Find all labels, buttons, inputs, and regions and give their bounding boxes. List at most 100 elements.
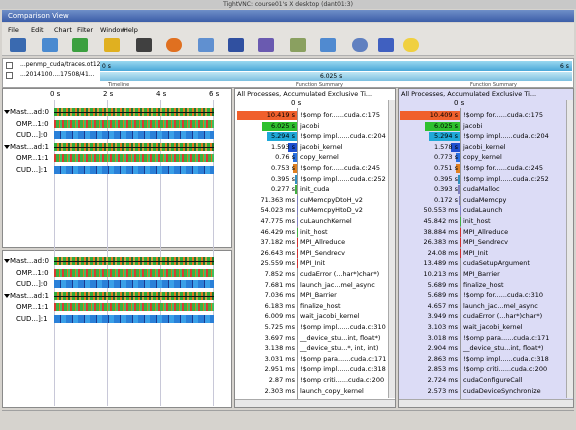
summary-value: 24.08 ms (427, 248, 458, 257)
summary-name[interactable]: wait_jacobi_kernel (463, 323, 523, 331)
scrollbar[interactable] (235, 399, 395, 407)
summary-name[interactable]: init_cuda (300, 185, 330, 194)
summary-name[interactable]: finalize_host (300, 301, 341, 310)
summary-name[interactable]: copy_kernel (463, 153, 502, 162)
tool-icon[interactable] (352, 38, 368, 52)
checkbox[interactable] (6, 62, 13, 69)
summary-name[interactable]: jacobi_kernel (463, 142, 506, 151)
summary-name[interactable]: cudaDeviceSynchronize (463, 386, 541, 395)
tool-icon[interactable] (228, 38, 244, 52)
tool-icon[interactable] (166, 38, 182, 52)
scrollbar[interactable] (399, 399, 573, 407)
tool-icon[interactable] (378, 38, 394, 52)
summary-name[interactable]: init_host (300, 227, 328, 236)
menu-item[interactable]: Filter (77, 26, 94, 34)
summary-name[interactable]: MPI_Barrier (300, 291, 337, 300)
timeline-bar (54, 154, 214, 162)
summary-name[interactable]: wait_jacobi_kernel (300, 312, 360, 321)
summary-name[interactable]: MPI_Barrier (463, 270, 500, 278)
tool-icon[interactable] (104, 38, 120, 52)
summary-name[interactable]: jacobi (300, 121, 320, 130)
summary-name[interactable]: MPI_Init (463, 248, 489, 257)
summary-name[interactable]: launch_jac...mel_async (300, 280, 375, 289)
tool-icon[interactable] (10, 38, 26, 52)
summary-name[interactable]: launch_copy_kernel (300, 386, 364, 395)
summary-name[interactable]: !$omp para......cuda.c:171 (300, 354, 387, 363)
summary-name[interactable]: MPI_Sendrecv (463, 238, 509, 247)
summary-name[interactable]: !$omp for......cuda.c:175 (300, 111, 381, 119)
summary-name[interactable]: cudaError (...har*)char*) (300, 270, 380, 278)
summary-name[interactable]: copy_kernel (300, 153, 339, 162)
summary-name[interactable]: !$omp for......cuda.c:245 (300, 164, 381, 172)
scrollbar[interactable] (566, 100, 573, 398)
summary-name[interactable]: !$omp para......cuda.c:171 (463, 333, 550, 342)
row-label: Mast...ad:0 (10, 257, 49, 265)
summary-name[interactable]: !$omp criti......cuda.c:200 (463, 365, 548, 374)
summary-name[interactable]: !$omp impl......cuda.c:252 (300, 174, 386, 183)
window-title: Comparison View (2, 10, 574, 22)
summary-name[interactable]: cudaLaunch (463, 206, 503, 215)
summary-name[interactable]: !$omp for......cuda.c:175 (463, 111, 544, 119)
summary-name[interactable]: __device_stu...*, int, int) (300, 344, 379, 353)
summary-name[interactable]: MPI_Sendrecv (300, 248, 346, 257)
summary-name[interactable]: cudaConfigureCall (463, 376, 523, 384)
summary-name[interactable]: jacobi_kernel (300, 142, 343, 151)
summary-name[interactable]: cudaMalloc (463, 185, 500, 194)
summary-value: 3.031 ms (264, 354, 295, 363)
summary-name[interactable]: cuMemcpyHtoD_v2 (300, 206, 363, 215)
summary-name[interactable]: !$omp impl......cuda.c:252 (463, 174, 549, 183)
summary-name[interactable]: jacobi (463, 121, 483, 130)
summary-name[interactable]: !$omp criti......cuda.c:200 (300, 376, 385, 384)
summary-name[interactable]: __device_stu...int, float*) (300, 333, 381, 342)
summary-name[interactable]: finalize_host (463, 280, 504, 289)
summary-name[interactable]: !$omp impl......cuda.c:204 (300, 132, 386, 141)
menu-item[interactable]: Chart (54, 26, 72, 34)
summary-name[interactable]: cuLaunchKernel (300, 217, 352, 225)
tool-icon[interactable] (42, 38, 58, 52)
tool-icon[interactable] (290, 38, 306, 52)
scrollbar[interactable] (388, 100, 395, 398)
summary-name[interactable]: init_host (463, 217, 491, 225)
summary-name[interactable]: cuMemcpyDtoH_v2 (300, 195, 363, 204)
menu-item[interactable]: File (8, 26, 19, 34)
summary-bar (425, 121, 460, 131)
summary-name[interactable]: MPI_Allreduce (463, 227, 509, 236)
summary-name[interactable]: cudaMemcpy (463, 195, 507, 204)
summary-name[interactable]: launch_jac...mel_async (463, 301, 538, 310)
summary-bar (262, 121, 297, 131)
overview-bar (100, 61, 572, 71)
row-label: Mast...ad:0 (10, 108, 49, 116)
summary-name[interactable]: !$omp impl......cuda.c:204 (463, 132, 549, 141)
expander[interactable] (4, 110, 10, 114)
summary-name[interactable]: !$omp impl......cuda.c:318 (300, 365, 386, 374)
summary-panel (234, 88, 396, 408)
menu-item[interactable]: Edit (31, 26, 44, 34)
overview-end: 6 s (560, 63, 569, 70)
tool-icon[interactable] (320, 38, 336, 52)
tool-icon[interactable] (403, 38, 419, 52)
overview-bar (100, 72, 572, 81)
timeline-bar (54, 268, 214, 277)
expander[interactable] (4, 293, 10, 298)
expander[interactable] (4, 259, 10, 263)
menu-item[interactable]: Help (123, 26, 138, 34)
row-label: OMP...1:0 (16, 119, 49, 128)
expander[interactable] (4, 144, 10, 149)
summary-name[interactable]: !$omp for......cuda.c:310 (463, 291, 544, 300)
summary-name[interactable]: MPI_Init (300, 259, 326, 268)
summary-name[interactable]: cudaError (...har*)char*) (463, 312, 543, 321)
summary-name[interactable]: __device_stu...int, float*) (463, 344, 544, 353)
tool-icon[interactable] (258, 38, 274, 52)
tool-icon[interactable] (136, 38, 152, 52)
summary-name[interactable]: cudaSetupArgument (463, 259, 530, 268)
tool-icon[interactable] (198, 38, 214, 52)
summary-name[interactable]: !$omp impl......cuda.c:310 (300, 323, 386, 331)
menu-item[interactable]: Window (100, 26, 126, 34)
summary-name[interactable]: MPI_Allreduce (300, 238, 346, 247)
summary-name[interactable]: !$omp for......cuda.c:245 (463, 164, 544, 172)
summary-value: 5.725 ms (264, 323, 295, 331)
tool-icon[interactable] (72, 38, 88, 52)
summary-value: 2.303 ms (264, 386, 295, 395)
checkbox[interactable] (6, 72, 13, 79)
summary-name[interactable]: !$omp impl......cuda.c:318 (463, 354, 549, 363)
